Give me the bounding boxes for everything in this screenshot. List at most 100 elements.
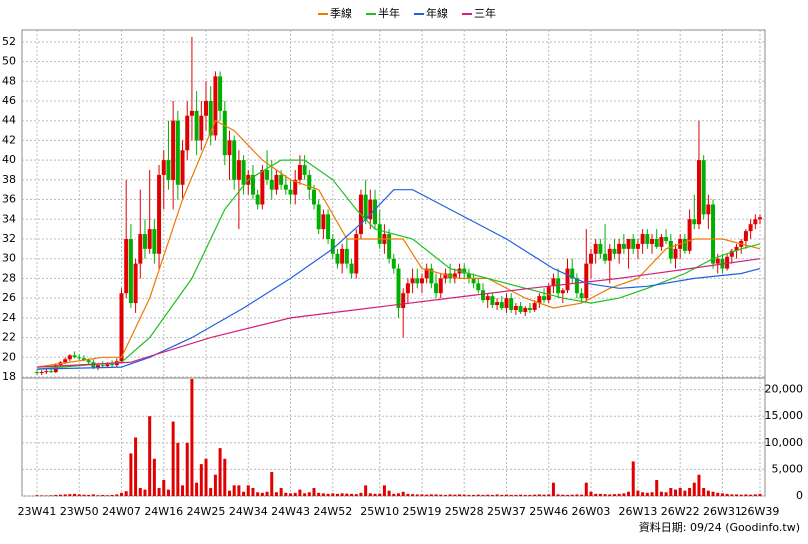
x-tick-label: 25W28 [445, 505, 484, 518]
candle-body [645, 234, 650, 244]
x-tick-label: 24W43 [271, 505, 310, 518]
y-tick-label: 22 [2, 331, 16, 344]
candle-body [279, 174, 284, 185]
volume-bar [411, 494, 415, 496]
candle-body [673, 248, 678, 259]
volume-bar [706, 490, 710, 496]
volume-bar [326, 493, 330, 496]
candle-body [227, 140, 232, 156]
candle-body [635, 243, 640, 249]
candle-body [621, 243, 626, 249]
candle-body [692, 219, 697, 225]
y-tick-label: 36 [2, 193, 16, 206]
candle-body [518, 306, 523, 312]
volume-bar [54, 494, 58, 496]
volume-bar [627, 491, 631, 496]
volume-bar [138, 488, 142, 496]
volume-bar [509, 494, 513, 496]
candle-body [617, 243, 622, 254]
candle-body [241, 160, 246, 185]
volume-bar [401, 491, 405, 496]
candle-body [715, 258, 720, 264]
y-tick-label: 40 [2, 153, 16, 166]
candle-body [232, 140, 237, 180]
candle-body [330, 238, 335, 254]
volume-bar [213, 474, 217, 496]
candle-body [758, 217, 762, 220]
volume-bar [617, 493, 621, 496]
volume-bar [486, 494, 490, 496]
candle-body [321, 214, 326, 230]
candle-body [204, 100, 209, 116]
y-tick-label: 42 [2, 133, 16, 146]
candle-body [147, 229, 152, 249]
volume-bar [453, 494, 457, 496]
volume-bar [542, 494, 546, 496]
volume-bar [439, 494, 443, 496]
volume-bar [584, 482, 588, 496]
volume-bar [735, 494, 739, 496]
candle-body [391, 258, 396, 269]
volume-bar [87, 494, 91, 496]
volume-tick-label: 10,000 [765, 436, 804, 449]
volume-bar [378, 493, 382, 496]
volume-bar [289, 493, 293, 496]
candle-body [302, 165, 307, 175]
candle-body [753, 219, 758, 225]
volume-bar [73, 493, 77, 496]
volume-bar [664, 492, 668, 496]
volume-bar [251, 488, 255, 496]
candle-body [570, 268, 575, 279]
volume-bar [650, 492, 654, 496]
candle-body [513, 306, 518, 310]
candle-body [729, 250, 734, 257]
candle-body [128, 238, 133, 304]
volume-bar [317, 492, 321, 496]
candle-body [171, 120, 176, 180]
candle-body [293, 179, 298, 195]
volume-tick-label: 5,000 [772, 462, 804, 475]
candle-body [222, 110, 227, 156]
candle-body [363, 194, 368, 220]
ma-line [36, 159, 761, 370]
candle-body [584, 263, 589, 299]
volume-bar [523, 494, 527, 496]
volume-bar [425, 494, 429, 496]
volume-tick-label: 0 [796, 489, 803, 502]
volume-bar [148, 416, 152, 496]
candle-body [696, 160, 701, 225]
candle-body [588, 253, 593, 264]
candle-body [189, 110, 194, 116]
candle-body [654, 238, 659, 247]
volume-bar [458, 494, 462, 496]
y-tick-label: 18 [2, 370, 16, 383]
y-tick-label: 26 [2, 291, 16, 304]
volume-bar [218, 448, 222, 496]
volume-bar [190, 379, 194, 496]
candle-body [650, 238, 655, 244]
volume-bar [519, 494, 523, 496]
volume-bar [129, 453, 133, 496]
candle-body [49, 371, 54, 373]
y-tick-label: 52 [2, 35, 16, 48]
candle-body [743, 231, 748, 241]
volume-bar [204, 458, 208, 496]
volume-bar [753, 494, 757, 496]
candle-body [659, 237, 664, 247]
y-tick-label: 20 [2, 350, 16, 363]
candle-body [142, 234, 147, 249]
volume-bar [40, 495, 44, 496]
candle-body [67, 355, 72, 360]
candle-body [110, 364, 115, 366]
volume-bar [392, 493, 396, 496]
x-tick-label: 25W37 [487, 505, 526, 518]
volume-bar [105, 495, 109, 496]
candle-body [166, 160, 171, 180]
legend-label: 三年 [474, 6, 496, 20]
volume-bar [575, 494, 579, 496]
volume-bar [589, 491, 593, 496]
candle-body [499, 302, 504, 308]
volume-bar [298, 489, 302, 496]
y-tick-label: 34 [2, 212, 16, 225]
candle-body [687, 219, 692, 251]
